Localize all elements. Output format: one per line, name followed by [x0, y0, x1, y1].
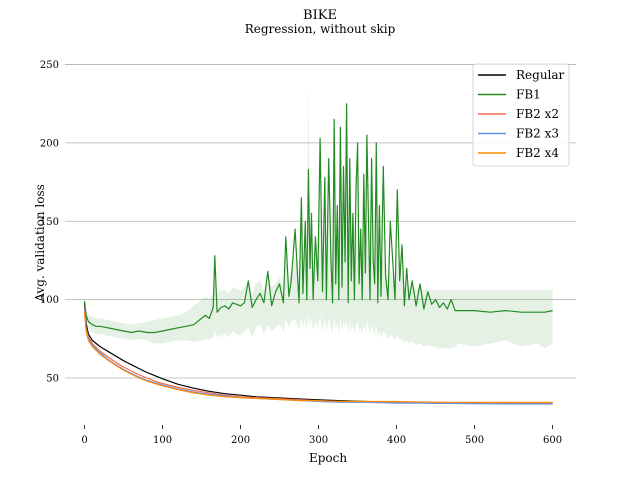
legend-label: Regular [516, 68, 565, 82]
x-tick-label: 300 [309, 435, 328, 446]
x-tick-label: 600 [543, 435, 562, 446]
x-tick-label: 200 [231, 435, 250, 446]
legend-label: FB2 x4 [516, 146, 559, 160]
y-tick-label: 200 [40, 138, 59, 149]
series-line [83, 310, 553, 405]
x-tick-label: 0 [81, 435, 87, 446]
legend-label: FB1 [516, 88, 541, 102]
y-tick-label: 100 [40, 295, 59, 306]
y-tick-label: 150 [40, 217, 59, 228]
x-tick-label: 100 [153, 435, 172, 446]
y-tick-label: 250 [40, 60, 59, 71]
x-tick-label: 500 [465, 435, 484, 446]
legend-label: FB2 x2 [516, 107, 559, 121]
series-line [83, 312, 553, 403]
series-line [83, 103, 553, 334]
x-axis-label: Epoch [309, 451, 347, 465]
chart-subtitle: Regression, without skip [245, 22, 396, 36]
chart-title: BIKE [303, 8, 337, 23]
x-tick-label: 400 [387, 435, 406, 446]
legend-box [472, 63, 570, 167]
y-tick-label: 50 [46, 373, 59, 384]
axes: 50 100 150 200 250 0 100 200 300 400 500 600 [40, 60, 562, 446]
legend: Regular FB1 FB2 x2 FB2 x3 FB2 x4 [472, 63, 570, 167]
y-axis-label: Avg. validation loss [33, 184, 47, 303]
series-lines [83, 103, 553, 405]
confidence-band [84, 80, 553, 349]
confidence-bands [84, 80, 553, 349]
legend-label: FB2 x3 [516, 127, 559, 141]
